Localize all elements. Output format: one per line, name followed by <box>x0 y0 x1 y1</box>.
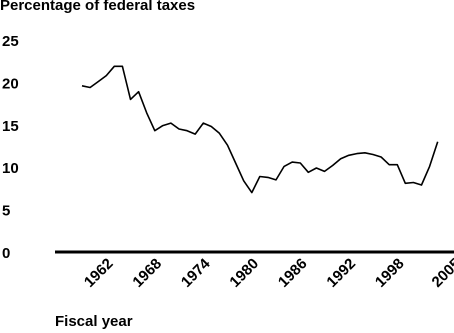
y-tick-label: 0 <box>2 245 10 262</box>
y-tick-label: 25 <box>2 33 19 50</box>
x-tick-label: 1974 <box>178 255 214 291</box>
x-tick-label: 1998 <box>372 255 408 291</box>
x-tick-label: 1986 <box>275 255 311 291</box>
y-axis-label: Percentage of federal taxes <box>0 0 196 14</box>
y-tick-label: 15 <box>2 118 19 135</box>
y-tick-label: 20 <box>2 75 19 92</box>
x-tick-label: 1968 <box>129 255 165 291</box>
x-axis-label: Fiscal year <box>55 313 133 330</box>
y-tick-label: 5 <box>2 203 10 220</box>
x-tick-label: 1980 <box>226 255 262 291</box>
x-tick-label: 2005 <box>429 255 454 291</box>
x-tick-label: 1962 <box>81 255 117 291</box>
y-tick-label: 10 <box>2 160 19 177</box>
x-tick-label: 1992 <box>323 255 359 291</box>
series-line <box>81 65 439 194</box>
